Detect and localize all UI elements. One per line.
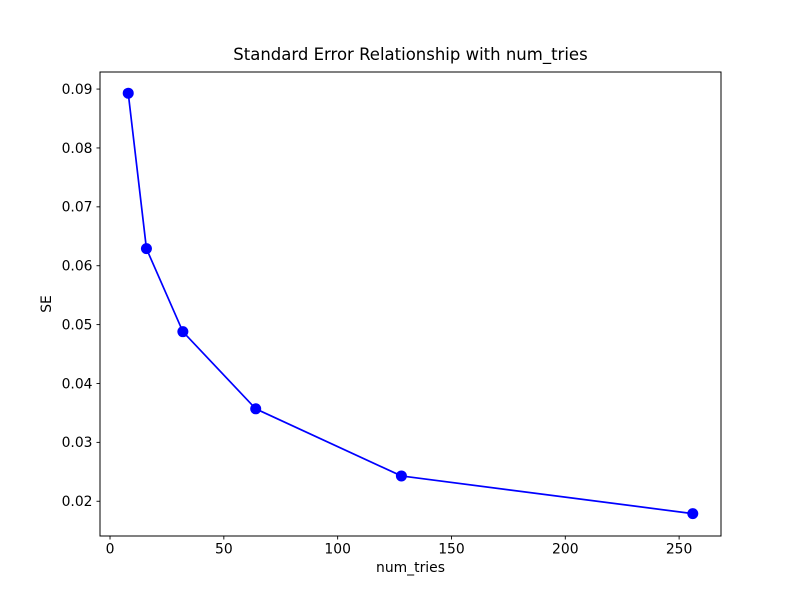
- x-axis-label: num_tries: [376, 560, 445, 576]
- y-tick-label: 0.08: [62, 141, 93, 157]
- x-tick-label: 100: [324, 542, 351, 558]
- x-tick-label: 250: [666, 542, 693, 558]
- y-tick-label: 0.06: [62, 259, 93, 275]
- data-point: [250, 403, 262, 415]
- y-axis-label: SE: [39, 295, 55, 313]
- y-tick-label: 0.03: [62, 435, 93, 451]
- data-point: [395, 470, 407, 482]
- y-tick-label: 0.07: [62, 200, 93, 216]
- y-tick-label: 0.04: [62, 376, 93, 392]
- x-tick-label: 150: [438, 542, 465, 558]
- se-line: [127, 92, 694, 515]
- y-tick-label: 0.05: [62, 317, 93, 333]
- x-tick-label: 200: [552, 542, 579, 558]
- data-point: [687, 508, 699, 520]
- x-tick-label: 0: [106, 542, 115, 558]
- data-point: [140, 243, 152, 255]
- y-tick-label: 0.09: [62, 82, 93, 98]
- x-tick-label: 50: [215, 542, 233, 558]
- data-point: [177, 326, 189, 338]
- chart-title: Standard Error Relationship with num_tri…: [233, 45, 588, 64]
- data-point: [122, 87, 134, 99]
- plot-area: [99, 71, 722, 537]
- y-tick-label: 0.02: [62, 494, 93, 510]
